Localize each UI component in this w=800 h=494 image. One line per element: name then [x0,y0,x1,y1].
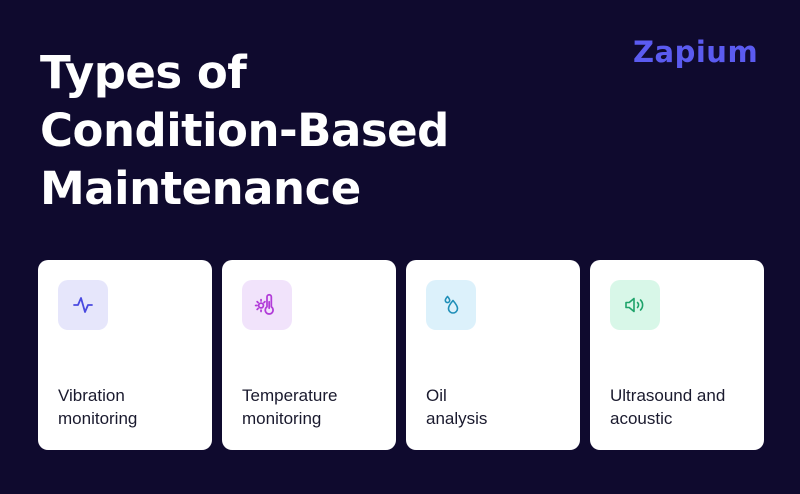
title-line-1: Types of [40,46,247,99]
card-label-line-2: monitoring [242,409,322,428]
card-label: Vibration monitoring [58,384,203,430]
card-label: Ultrasound and acoustic [610,384,755,430]
zapium-logo: Zapium [633,35,759,69]
card-ultrasound-acoustic: Ultrasound and acoustic [590,260,764,450]
card-temperature-monitoring: Temperature monitoring [222,260,396,450]
card-label: Temperature monitoring [242,384,387,430]
speaker-volume-icon [625,297,644,313]
card-label-line-1: Temperature [242,386,338,405]
card-oil-analysis: Oil analysis [406,260,580,450]
temperature-icon-container [242,280,292,330]
card-vibration-monitoring: Vibration monitoring [38,260,212,450]
page-title: Types of Condition-Based Maintenance [40,44,449,218]
card-label-line-2: monitoring [58,409,138,428]
card-label-line-2: acoustic [610,409,673,428]
card-label-line-2: analysis [426,409,488,428]
card-label-line-1: Ultrasound and [610,386,726,405]
vibration-icon-container [58,280,108,330]
maintenance-types-list: Vibration monitoring Temperature monitor… [38,260,764,450]
card-label-line-1: Vibration [58,386,125,405]
droplets-icon [444,295,459,314]
thermometer-sun-icon [254,293,274,315]
pulse-icon [73,297,93,313]
title-line-2: Condition-Based [40,104,449,157]
card-label: Oil analysis [426,384,571,430]
card-label-line-1: Oil [426,386,447,405]
oil-icon-container [426,280,476,330]
title-line-3: Maintenance [40,162,361,215]
ultrasound-icon-container [610,280,660,330]
